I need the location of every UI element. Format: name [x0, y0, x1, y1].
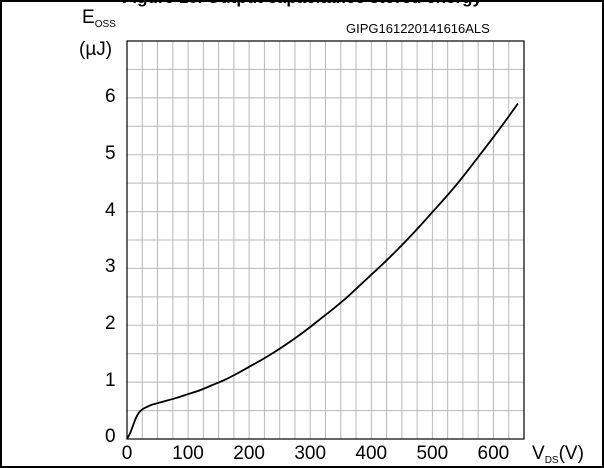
y-axis-label-sub: OSS — [94, 19, 116, 30]
x-axis-label: VDS(V) — [532, 444, 584, 466]
plot-area-border — [126, 40, 525, 440]
x-tick-label: 600 — [477, 443, 510, 464]
y-tick-label: 1 — [105, 370, 116, 392]
x-axis-label-unit: (V) — [558, 443, 584, 464]
figure-heading: Figure 16. Output capacitance stored ene… — [0, 0, 604, 8]
y-tick-label: 2 — [105, 313, 116, 335]
y-axis-unit: (µJ) — [79, 39, 113, 60]
y-axis-label-main: E — [82, 7, 95, 28]
x-tick-label: 300 — [294, 443, 327, 464]
x-tick-label: 200 — [233, 443, 265, 464]
grid — [127, 41, 524, 439]
figure-code: GIPG161220141616ALS — [346, 21, 490, 36]
series-line-0 — [126, 103, 519, 440]
x-tick-label: 400 — [355, 443, 388, 464]
x-tick-label: 500 — [416, 443, 449, 464]
x-tick-label: 0 — [121, 443, 133, 464]
y-tick-label: 0 — [105, 426, 116, 447]
y-axis-label: EOSS — [82, 8, 116, 30]
y-tick-label: 4 — [105, 199, 116, 221]
y-tick-label: 5 — [105, 142, 116, 164]
x-axis-label-main: V — [532, 443, 545, 464]
series-layer — [126, 103, 519, 440]
y-tick-label: 3 — [105, 256, 116, 278]
x-tick-label: 100 — [172, 443, 204, 464]
x-axis-label-sub: DS — [544, 455, 559, 466]
y-tick-label: 6 — [105, 85, 116, 107]
